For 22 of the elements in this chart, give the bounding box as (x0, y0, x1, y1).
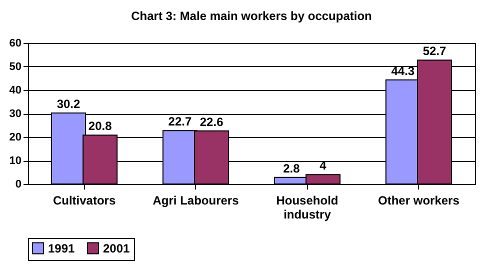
chart-title: Chart 3: Male main workers by occupation (131, 9, 372, 23)
data-label: 4 (320, 158, 327, 173)
x-tick-label: Agri Labourers (152, 194, 240, 208)
data-label: 52.7 (422, 44, 446, 58)
data-label: 44.3 (391, 64, 415, 78)
data-label: 22.6 (200, 114, 224, 129)
y-tick-label: 40 (9, 84, 22, 96)
data-label: 22.7 (168, 114, 192, 129)
y-tick-label: 50 (9, 61, 22, 73)
data-label: 30.2 (56, 97, 81, 112)
legend-label: 1991 (48, 241, 76, 256)
data-label: 20.8 (88, 119, 112, 134)
x-tick-label: Household industry (276, 194, 338, 222)
y-tick-label: 10 (9, 155, 22, 167)
y-tick-label: 0 (15, 178, 22, 190)
x-tick-label: Other workers (378, 194, 460, 208)
legend-label: 2001 (103, 241, 130, 256)
data-label: 2.8 (283, 161, 300, 176)
y-tick-label: 60 (9, 38, 22, 50)
y-tick-label: 30 (9, 108, 22, 120)
x-tick-label: Cultivators (52, 194, 116, 208)
y-tick-label: 20 (9, 132, 22, 144)
